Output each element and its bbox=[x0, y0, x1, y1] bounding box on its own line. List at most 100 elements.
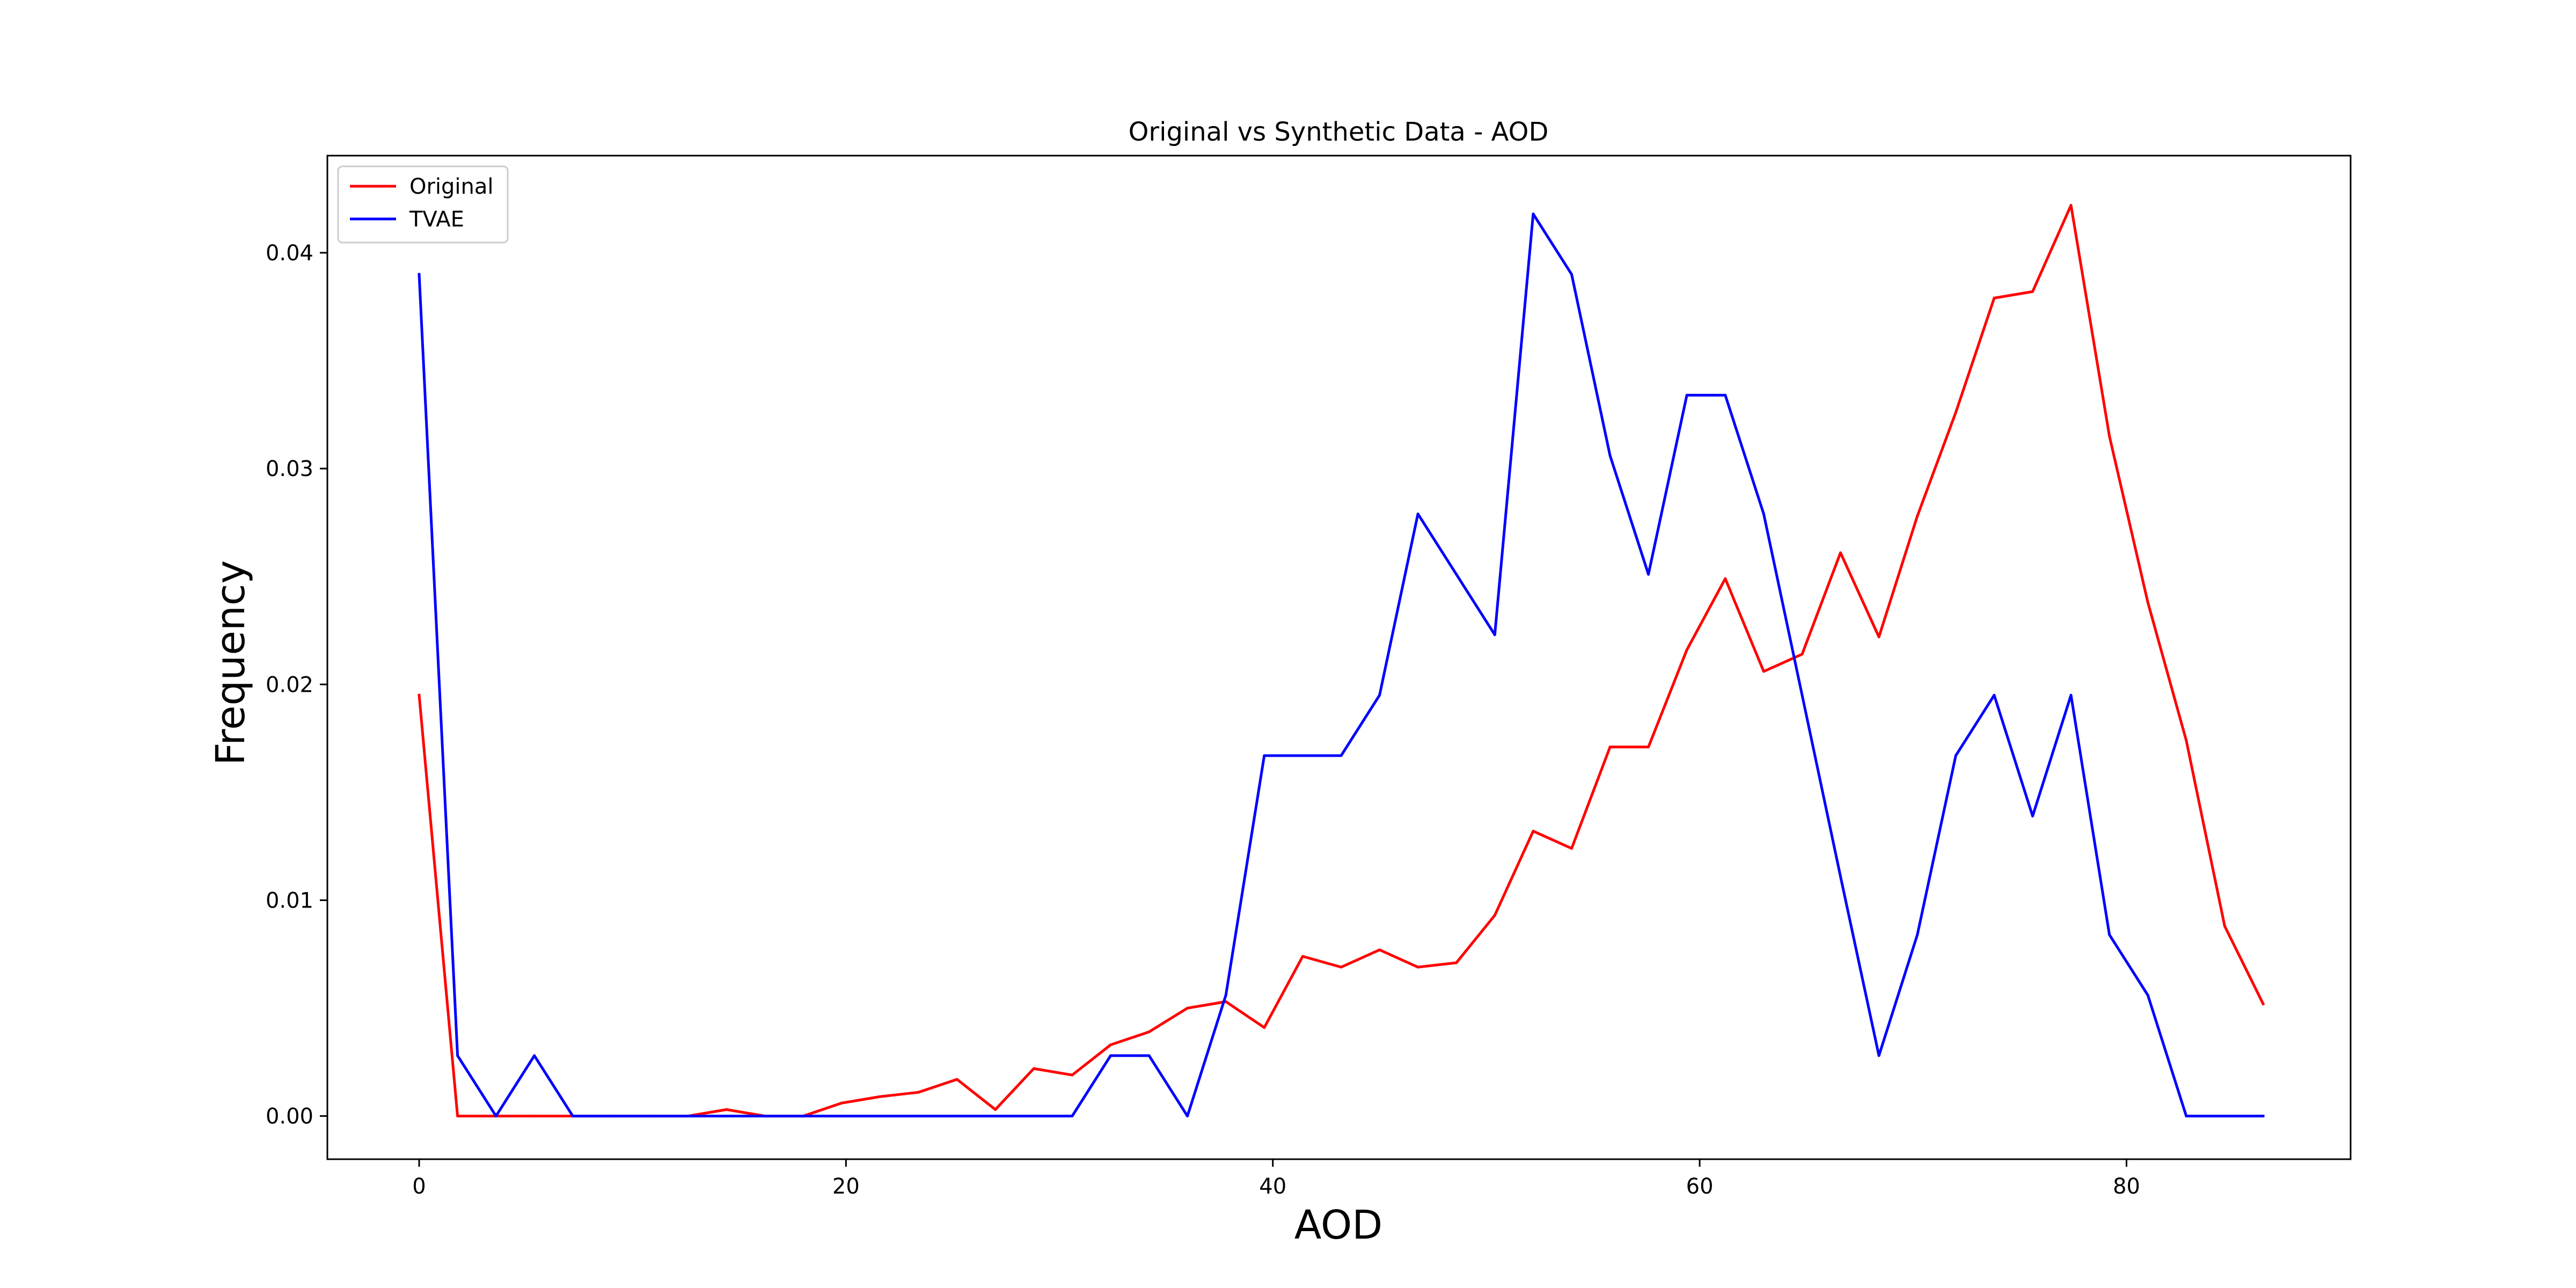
data-point-tvae bbox=[1647, 573, 1650, 576]
data-point-tvae bbox=[610, 1115, 613, 1118]
x-tick-label: 0 bbox=[412, 1174, 426, 1199]
data-point-tvae bbox=[1532, 213, 1535, 216]
data-point-original bbox=[1724, 577, 1727, 580]
data-point-original bbox=[1032, 1067, 1035, 1070]
data-point-tvae bbox=[648, 1115, 651, 1118]
data-point-tvae bbox=[494, 1115, 497, 1118]
data-point-tvae bbox=[2262, 1115, 2265, 1118]
data-point-original bbox=[1378, 948, 1381, 952]
data-point-tvae bbox=[2146, 993, 2149, 997]
data-point-original bbox=[2069, 204, 2073, 207]
data-point-original bbox=[955, 1078, 958, 1081]
data-point-tvae bbox=[1340, 754, 1343, 757]
y-axis: 0.00 0.01 0.02 0.03 0.04 bbox=[266, 241, 327, 1129]
data-point-original bbox=[456, 1115, 459, 1118]
data-point-original bbox=[1916, 515, 1919, 518]
data-point-original bbox=[1647, 745, 1650, 749]
data-point-original bbox=[1340, 965, 1343, 969]
data-point-tvae bbox=[2185, 1115, 2188, 1118]
data-point-tvae bbox=[1993, 693, 1996, 697]
data-point-tvae bbox=[1071, 1115, 1074, 1118]
data-point-original bbox=[2185, 739, 2188, 742]
data-point-tvae bbox=[917, 1115, 920, 1118]
plot-frame bbox=[326, 155, 2352, 1160]
data-point-tvae bbox=[1570, 273, 1573, 276]
data-point-original bbox=[1147, 1030, 1151, 1034]
data-point-tvae bbox=[1032, 1115, 1035, 1118]
data-point-tvae bbox=[1877, 1054, 1880, 1057]
data-point-original bbox=[1109, 1043, 1112, 1046]
data-point-tvae bbox=[1455, 573, 1458, 576]
data-point-original bbox=[840, 1101, 843, 1104]
data-point-tvae bbox=[763, 1115, 766, 1118]
data-point-original bbox=[1416, 965, 1419, 969]
data-point-tvae bbox=[2069, 693, 2073, 697]
legend-label-original: Original bbox=[409, 174, 494, 199]
y-tick-label: 0.04 bbox=[266, 241, 313, 266]
data-point-original bbox=[1455, 961, 1458, 964]
data-point-original bbox=[879, 1095, 882, 1098]
data-point-tvae bbox=[2031, 815, 2034, 818]
data-point-tvae bbox=[1263, 754, 1266, 757]
x-axis: 0 20 40 60 80 bbox=[412, 1159, 2140, 1199]
data-point-tvae bbox=[2108, 933, 2111, 936]
y-tick-label: 0.00 bbox=[266, 1104, 313, 1129]
x-tick-label: 60 bbox=[1686, 1174, 1714, 1199]
x-tick-label: 80 bbox=[2113, 1174, 2140, 1199]
series-layer bbox=[418, 204, 2265, 1118]
data-point-tvae bbox=[418, 273, 421, 276]
data-point-original bbox=[1186, 1007, 1189, 1009]
data-point-original bbox=[1532, 830, 1535, 833]
data-point-original bbox=[1801, 653, 1804, 656]
x-tick-label: 40 bbox=[1259, 1174, 1286, 1199]
data-point-tvae bbox=[686, 1115, 690, 1118]
data-point-tvae bbox=[1416, 513, 1419, 516]
data-point-original bbox=[1685, 648, 1688, 652]
data-point-original bbox=[2031, 290, 2034, 293]
data-point-original bbox=[2262, 1002, 2265, 1005]
data-point-tvae bbox=[1301, 754, 1304, 757]
x-tick-label: 20 bbox=[832, 1174, 860, 1199]
data-point-tvae bbox=[1724, 393, 1727, 397]
data-point-tvae bbox=[1224, 993, 1227, 997]
data-point-tvae bbox=[840, 1115, 843, 1118]
data-point-original bbox=[2108, 435, 2111, 438]
data-point-tvae bbox=[1109, 1054, 1112, 1057]
data-point-tvae bbox=[802, 1115, 805, 1118]
data-point-original bbox=[1877, 635, 1880, 639]
data-point-original bbox=[1263, 1026, 1266, 1029]
data-point-original bbox=[1570, 847, 1573, 850]
data-point-tvae bbox=[1493, 633, 1496, 636]
legend-label-tvae: TVAE bbox=[409, 207, 464, 232]
y-tick-label: 0.02 bbox=[266, 672, 313, 697]
x-axis-label: AOD bbox=[1294, 1202, 1383, 1248]
y-tick-label: 0.01 bbox=[266, 888, 313, 913]
data-point-tvae bbox=[1954, 754, 1957, 757]
data-point-original bbox=[2146, 601, 2149, 604]
data-point-tvae bbox=[1685, 393, 1688, 397]
y-tick-label: 0.03 bbox=[266, 457, 313, 481]
data-point-tvae bbox=[1608, 454, 1612, 457]
data-point-tvae bbox=[456, 1054, 459, 1057]
data-point-tvae bbox=[571, 1115, 574, 1118]
data-point-original bbox=[1493, 914, 1496, 917]
data-point-original bbox=[917, 1091, 920, 1094]
data-point-tvae bbox=[1147, 1054, 1151, 1057]
data-point-tvae bbox=[879, 1115, 882, 1118]
data-point-original bbox=[1762, 670, 1765, 673]
data-point-tvae bbox=[994, 1115, 997, 1118]
y-axis-label: Frequency bbox=[208, 560, 254, 765]
data-point-original bbox=[1993, 296, 1996, 299]
data-point-tvae bbox=[1801, 693, 1804, 697]
data-point-original bbox=[2223, 925, 2226, 928]
data-point-tvae bbox=[1839, 875, 1842, 878]
data-point-tvae bbox=[1916, 933, 1919, 936]
chart-title: Original vs Synthetic Data - AOD bbox=[1129, 117, 1549, 147]
data-point-original bbox=[533, 1115, 536, 1118]
data-point-original bbox=[418, 693, 421, 697]
data-point-tvae bbox=[533, 1054, 536, 1057]
data-point-original bbox=[1608, 745, 1612, 749]
data-point-original bbox=[1839, 551, 1842, 554]
data-point-tvae bbox=[2223, 1115, 2226, 1118]
